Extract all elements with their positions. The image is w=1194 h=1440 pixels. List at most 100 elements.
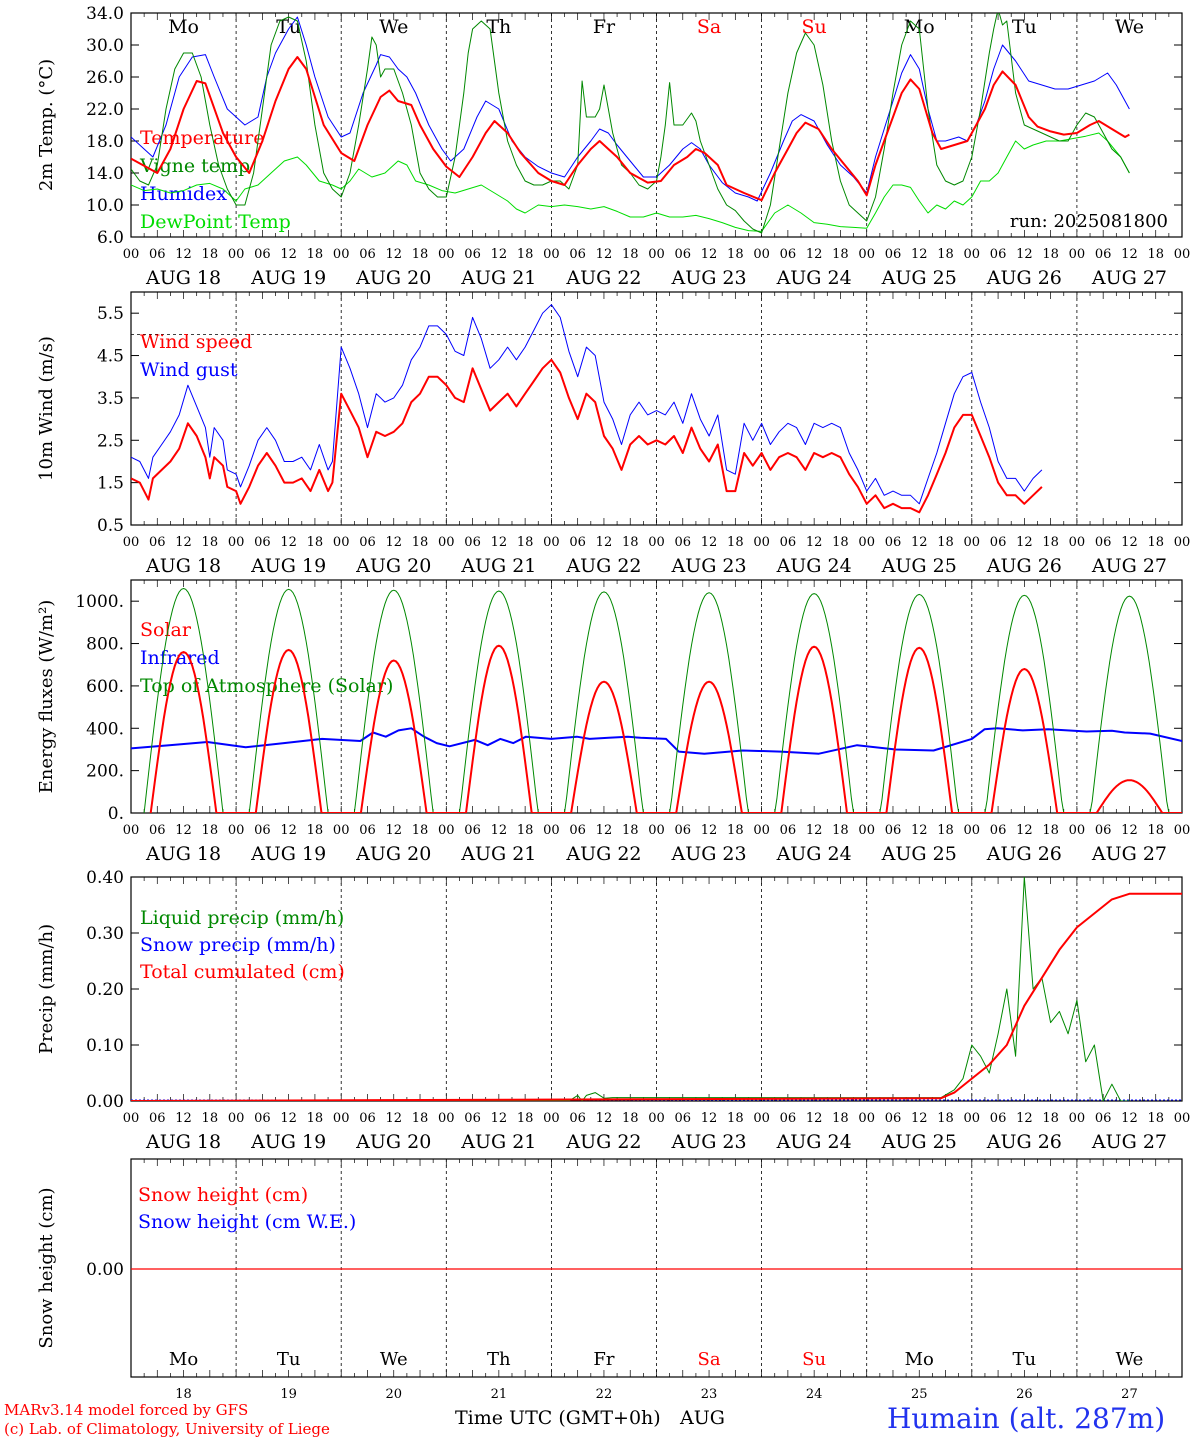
- series-toa-solar: [143, 588, 1182, 813]
- hour-label: 06: [885, 535, 902, 550]
- y-axis-label: 10m Wind (m/s): [36, 336, 57, 481]
- hour-label: 12: [280, 535, 297, 550]
- hour-label: 00: [438, 1111, 455, 1126]
- hour-label: 18: [1042, 247, 1059, 262]
- hour-label: 12: [385, 1111, 402, 1126]
- hour-label: 06: [464, 535, 481, 550]
- hour-label: 00: [543, 823, 560, 838]
- date-label: AUG 18: [145, 267, 221, 289]
- hour-label: 18: [622, 823, 639, 838]
- hour-label: 12: [1121, 1111, 1138, 1126]
- day-abbr-label: Su: [802, 1349, 826, 1370]
- hour-label: 12: [280, 823, 297, 838]
- run-label: run: 2025081800: [1010, 211, 1168, 232]
- date-label: AUG 27: [1091, 267, 1167, 289]
- y-tick-label: 2.5: [97, 431, 124, 451]
- series-temperature: [131, 56, 1130, 202]
- legend-liquid-precip-mm-h-: Liquid precip (mm/h): [140, 907, 344, 929]
- hour-label: 12: [596, 823, 613, 838]
- y-tick-label: 14.0: [86, 164, 124, 184]
- y-tick-label: 4.5: [97, 347, 124, 367]
- hour-label: 06: [675, 535, 692, 550]
- date-label: AUG 27: [1091, 843, 1167, 865]
- hour-label: 06: [464, 823, 481, 838]
- credit-line-2: (c) Lab. of Climatology, University of L…: [4, 1420, 330, 1438]
- day-number-label: 26: [1016, 1387, 1033, 1402]
- panel-4: 0.00 0.10 0.20 0.30 0.40 Precip (mm/h) 00 06 12 1…: [36, 868, 1190, 1153]
- hour-label: 00: [753, 247, 770, 262]
- day-abbr-label: We: [380, 1349, 408, 1370]
- hour-label: 18: [727, 823, 744, 838]
- panel-1: 6.0 10.0 14.0 18.0 22.0 26.0 30.0 34.0 2m Temp. …: [36, 4, 1190, 289]
- hour-label: 00: [333, 1111, 350, 1126]
- hour-label: 00: [543, 535, 560, 550]
- hour-label: 00: [858, 1111, 875, 1126]
- hour-label: 12: [1016, 535, 1033, 550]
- hour-label: 06: [254, 535, 271, 550]
- date-label: AUG 26: [986, 843, 1062, 865]
- hour-label: 18: [1042, 1111, 1059, 1126]
- date-label: AUG 23: [670, 1131, 746, 1153]
- hour-label: 18: [307, 823, 324, 838]
- hour-label: 18: [937, 535, 954, 550]
- hour-label: 00: [123, 823, 140, 838]
- hour-label: 18: [307, 1111, 324, 1126]
- y-tick-label: 0.20: [86, 980, 124, 1000]
- hour-label: 18: [727, 247, 744, 262]
- day-abbr-label: Mo: [905, 1349, 934, 1370]
- day-number-label: 20: [385, 1387, 402, 1402]
- y-tick-label: 600.: [86, 677, 124, 697]
- series-group: [131, 304, 1043, 514]
- hour-label: 18: [307, 247, 324, 262]
- hour-label: 06: [675, 247, 692, 262]
- day-abbr-label: Su: [802, 16, 827, 38]
- hour-label: 18: [1147, 247, 1164, 262]
- hour-label: 06: [885, 1111, 902, 1126]
- date-label: AUG 19: [250, 555, 326, 577]
- hour-label: 00: [333, 823, 350, 838]
- series-dewpoint-temp: [131, 132, 1130, 232]
- hour-label: 00: [753, 535, 770, 550]
- hour-label: 12: [911, 823, 928, 838]
- hour-label: 12: [385, 823, 402, 838]
- date-label: AUG 24: [776, 555, 852, 577]
- hour-label: 06: [990, 1111, 1007, 1126]
- hour-label: 06: [675, 1111, 692, 1126]
- hour-label: 18: [517, 535, 534, 550]
- date-label: AUG 19: [250, 1131, 326, 1153]
- y-tick-label: 5.5: [97, 304, 124, 324]
- hour-label: 06: [464, 1111, 481, 1126]
- hour-label: 06: [1095, 823, 1112, 838]
- hour-label: 00: [648, 535, 665, 550]
- hour-label: 12: [280, 1111, 297, 1126]
- hour-label: 18: [202, 1111, 219, 1126]
- y-tick-label: 30.0: [86, 36, 124, 56]
- day-abbr-label: Mo: [169, 1349, 198, 1370]
- hour-label: 18: [832, 535, 849, 550]
- hour-label: 12: [806, 1111, 823, 1126]
- hour-label: 12: [806, 247, 823, 262]
- y-tick-label: 3.5: [97, 389, 124, 409]
- hour-label: 12: [385, 535, 402, 550]
- hour-label: 12: [1016, 823, 1033, 838]
- hour-label: 00: [1069, 535, 1086, 550]
- meteogram-panels: 6.0 10.0 14.0 18.0 22.0 26.0 30.0 34.0 2m Temp. …: [36, 4, 1190, 1402]
- hour-label: 18: [1147, 1111, 1164, 1126]
- day-number-label: 24: [806, 1387, 823, 1402]
- hour-label: 18: [622, 247, 639, 262]
- hour-label: 06: [569, 823, 586, 838]
- hour-label: 00: [1069, 823, 1086, 838]
- hour-label: 12: [385, 247, 402, 262]
- y-tick-label: 200.: [86, 762, 124, 782]
- y-tick-label: 0.30: [86, 924, 124, 944]
- series-humidex: [131, 16, 1130, 202]
- hour-label: 06: [990, 823, 1007, 838]
- date-label: AUG 20: [355, 555, 431, 577]
- hour-label: 06: [1095, 535, 1112, 550]
- hour-label: 18: [307, 535, 324, 550]
- hour-label: 06: [885, 823, 902, 838]
- hour-label: 06: [569, 1111, 586, 1126]
- hour-label: 00: [964, 823, 981, 838]
- hour-label: 18: [412, 247, 429, 262]
- day-number-label: 25: [911, 1387, 928, 1402]
